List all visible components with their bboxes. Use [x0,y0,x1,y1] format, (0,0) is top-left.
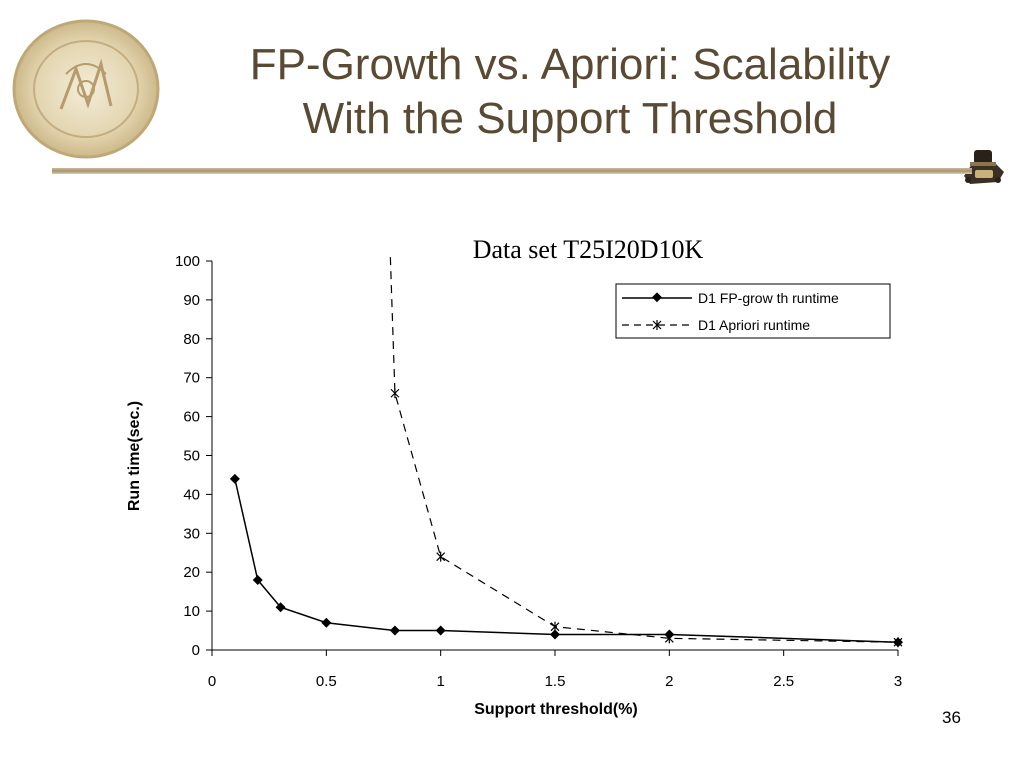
page-number: 36 [942,708,961,727]
x-tick-label: 1 [436,673,444,690]
legend-marker-apriori [652,320,662,330]
y-tick-label: 90 [183,292,200,309]
data-point-apriori [893,637,903,648]
data-point-fp [321,617,332,628]
y-tick-label: 30 [183,525,200,542]
x-tick-label: 2 [665,673,673,690]
data-point-fp [550,629,560,640]
legend-box [615,283,891,339]
y-tick-label: 60 [183,409,200,426]
data-point-apriori [390,388,400,399]
data-point-apriori [550,621,560,632]
x-tick-label: 2.5 [773,673,794,690]
y-tick-label: 0 [192,642,200,659]
data-point-fp [389,625,400,636]
y-axis-label: Run time(sec.) [126,401,143,511]
legend-label-fp: D1 FP-grow th runtime [698,290,839,306]
data-point-fp [275,602,286,613]
y-tick-label: 20 [183,564,200,581]
chart-series [229,257,903,648]
series-line-0 [234,478,899,643]
slide-title-line1: FP-Growth vs. Apriori: Scalability [249,40,891,89]
chart-legend: D1 FP-grow th runtime D1 Apriori runtime [615,283,891,339]
x-tick-label: 3 [894,673,902,690]
chart-title: Data set T25I20D10K [473,235,704,264]
data-point-fp [435,625,446,636]
y-tick-label: 70 [183,370,200,387]
y-tick-label: 10 [183,603,200,620]
data-point-fp [229,473,240,484]
y-tick-label: 80 [183,331,200,348]
data-point-apriori [664,633,674,644]
purdue-mascot-logo [964,150,1004,184]
slide-title: FP-Growth vs. Apriori: Scalability With … [150,38,990,146]
data-point-apriori [436,551,446,562]
title-divider [52,168,972,174]
x-tick-label: 0 [208,673,216,690]
y-tick-label: 50 [183,448,200,465]
y-tick-label: 100 [175,253,200,270]
university-seal-logo [12,19,160,159]
chart-axes: 0 10 20 30 40 50 60 70 80 90 100 0 0.5 1 1.5 2 2.5 3 [175,253,902,690]
legend-label-apriori: D1 Apriori runtime [698,317,810,333]
x-tick-label: 1.5 [545,673,566,690]
legend-marker-fp [652,292,662,303]
series-line-1 [389,257,899,643]
y-tick-label: 40 [183,486,200,503]
data-point-fp [252,574,263,585]
x-tick-label: 0.5 [316,673,337,690]
slide-title-line2: With the Support Threshold [302,94,838,143]
x-axis-label: Support threshold(%) [474,701,638,718]
